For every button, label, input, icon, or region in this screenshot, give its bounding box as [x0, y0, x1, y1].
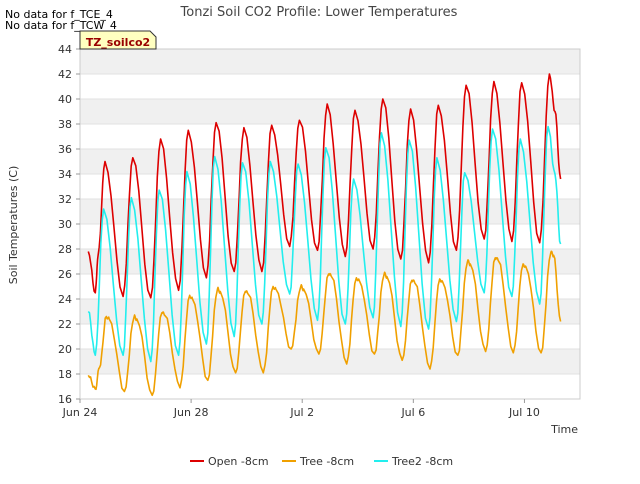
x-tick-label: Jul 2	[289, 406, 314, 419]
series-line-tree-8cm	[87, 250, 562, 397]
grid-band	[80, 49, 580, 74]
x-tick-label: Jul 10	[508, 406, 540, 419]
y-tick-label: 44	[58, 43, 72, 56]
no-data-note-2: No data for f_TCW_4	[5, 19, 117, 32]
x-tick-label: Jun 28	[173, 406, 209, 419]
y-tick-label: 36	[58, 143, 72, 156]
series-line-open-8cm	[87, 73, 562, 299]
y-axis-label: Soil Temperatures (C)	[7, 166, 20, 285]
y-tick-label: 16	[58, 393, 72, 406]
y-tick-label: 40	[58, 93, 72, 106]
series-layer	[87, 73, 562, 397]
x-axis: Jun 24 Jun 28 Jul 2 Jul 6 Jul 10	[62, 399, 540, 419]
x-tick-label: Jul 6	[400, 406, 425, 419]
y-tick-label: 26	[58, 268, 72, 281]
grid-band	[80, 249, 580, 274]
y-tick-label: 30	[58, 218, 72, 231]
legend-label: Tree -8cm	[299, 455, 354, 468]
y-tick-label: 34	[58, 168, 72, 181]
y-tick-label: 32	[58, 193, 72, 206]
x-tick-label: Jun 24	[62, 406, 98, 419]
legend: Open -8cm Tree -8cm Tree2 -8cm	[190, 455, 453, 468]
grid-band	[80, 349, 580, 374]
site-badge: TZ_soilco2	[79, 30, 157, 50]
no-data-note-1: No data for f_TCE_4	[5, 8, 113, 21]
y-tick-label: 22	[58, 318, 72, 331]
y-tick-label: 24	[58, 293, 72, 306]
y-tick-label: 42	[58, 68, 72, 81]
y-axis: 16 18 20 22 24 26 28 30 32 34 36 38 40 42 44	[58, 43, 80, 406]
x-axis-label: Time	[550, 423, 578, 436]
series-line-tree2-8cm	[87, 125, 562, 363]
y-tick-label: 18	[58, 368, 72, 381]
chart-title: Tonzi Soil CO2 Profile: Lower Temperatur…	[180, 5, 458, 20]
y-tick-label: 28	[58, 243, 72, 256]
legend-label: Open -8cm	[208, 455, 269, 468]
y-tick-label: 38	[58, 118, 72, 131]
badge-label: TZ_soilco2	[86, 36, 150, 49]
y-tick-label: 20	[58, 343, 72, 356]
legend-label: Tree2 -8cm	[391, 455, 453, 468]
badge-shape	[79, 30, 157, 50]
